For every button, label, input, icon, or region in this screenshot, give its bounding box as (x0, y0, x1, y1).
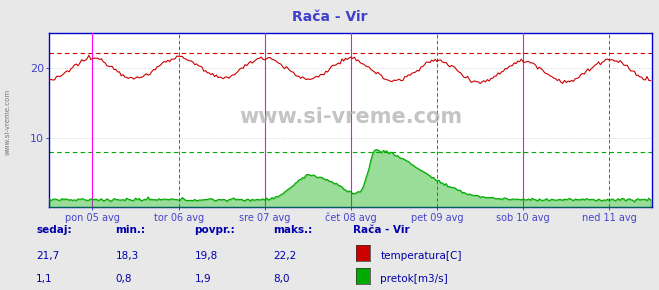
Text: sedaj:: sedaj: (36, 225, 72, 235)
Text: 21,7: 21,7 (36, 251, 59, 261)
Text: min.:: min.: (115, 225, 146, 235)
Text: pretok[m3/s]: pretok[m3/s] (380, 274, 448, 284)
Text: Rača - Vir: Rača - Vir (353, 225, 409, 235)
Text: 0,8: 0,8 (115, 274, 132, 284)
Text: temperatura[C]: temperatura[C] (380, 251, 462, 261)
Text: www.si-vreme.com: www.si-vreme.com (239, 107, 463, 127)
Text: 18,3: 18,3 (115, 251, 138, 261)
Text: 1,1: 1,1 (36, 274, 53, 284)
Text: povpr.:: povpr.: (194, 225, 235, 235)
Text: 1,9: 1,9 (194, 274, 211, 284)
Text: 22,2: 22,2 (273, 251, 297, 261)
Text: 8,0: 8,0 (273, 274, 290, 284)
Text: maks.:: maks.: (273, 225, 313, 235)
Text: 19,8: 19,8 (194, 251, 217, 261)
Text: www.si-vreme.com: www.si-vreme.com (5, 89, 11, 155)
Text: Rača - Vir: Rača - Vir (292, 10, 367, 24)
